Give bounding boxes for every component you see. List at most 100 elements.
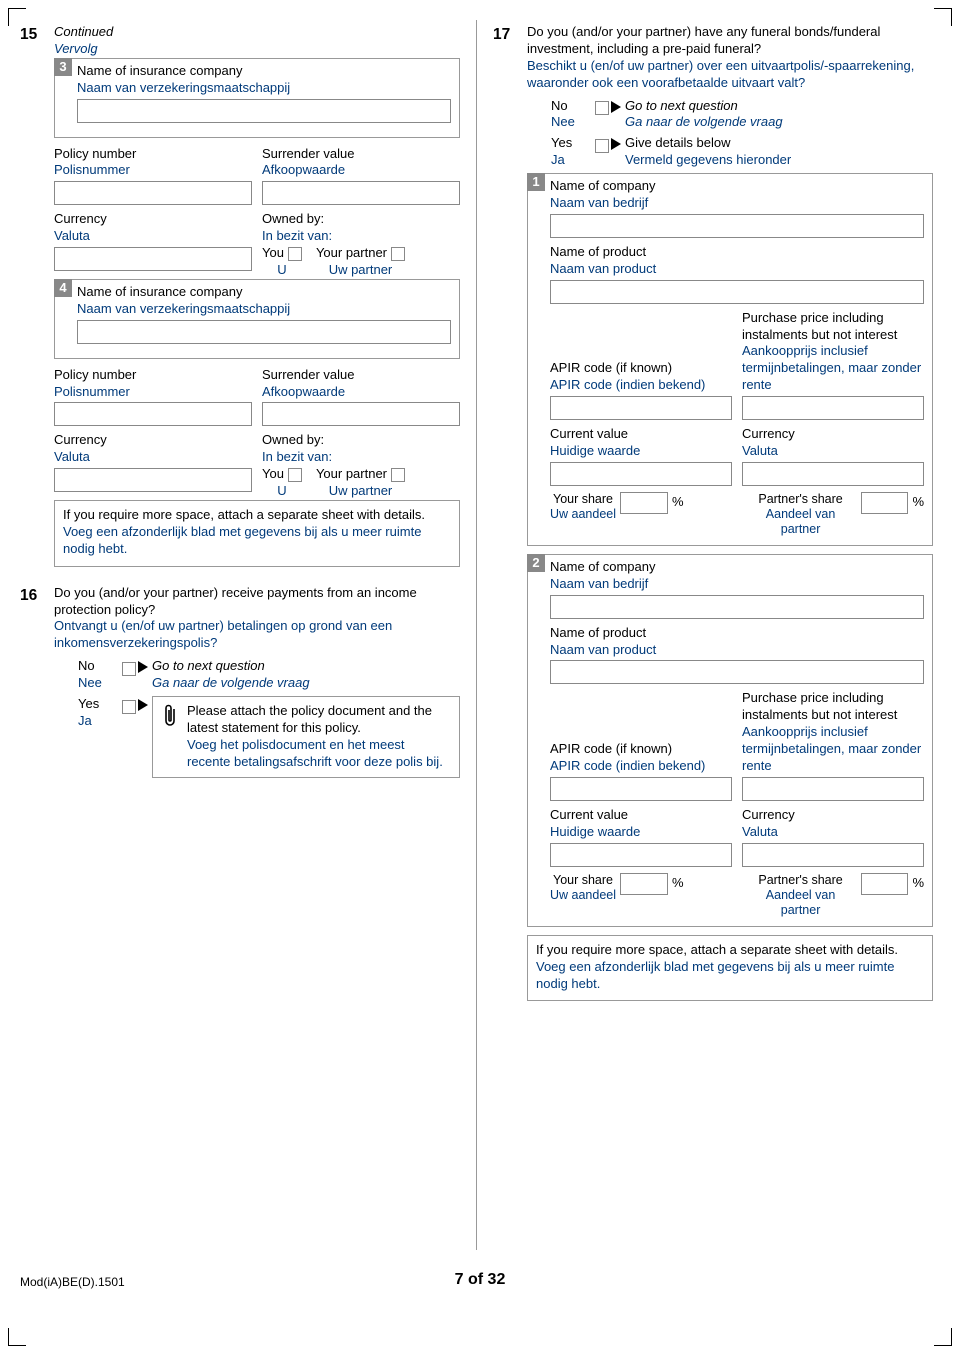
policy-input-4[interactable] xyxy=(54,402,252,426)
apir-input-1[interactable] xyxy=(550,396,732,420)
currency4-label-en: Currency xyxy=(54,432,252,449)
q17-no-action-nl: Ga naar de volgende vraag xyxy=(625,114,933,131)
you4-nl: U xyxy=(277,483,286,500)
policy-label-nl: Polisnummer xyxy=(54,162,252,179)
arrow-icon xyxy=(611,101,625,113)
q17-no-nl: Nee xyxy=(551,114,591,131)
policy-label-en: Policy number xyxy=(54,146,252,163)
currency-input-17-1[interactable] xyxy=(742,462,924,486)
yourshare-input-1[interactable] xyxy=(620,492,668,514)
curr17-nl: Valuta xyxy=(742,443,924,460)
insco-input-4[interactable] xyxy=(77,320,451,344)
surrender-label-nl: Afkoopwaarde xyxy=(262,162,460,179)
crop-mark-br xyxy=(934,1328,952,1346)
curval-input-1[interactable] xyxy=(550,462,732,486)
q15-number: 15 xyxy=(20,24,54,575)
pct-label: % xyxy=(912,873,924,892)
partnershare-nl: Aandeel van partner xyxy=(744,507,856,537)
insco-label-nl: Naam van verzekeringsmaatschappij xyxy=(77,80,451,97)
q16-no-checkbox[interactable] xyxy=(122,662,136,676)
apir2-nl: APIR code (indien bekend) xyxy=(550,758,732,775)
chk-partner-4[interactable] xyxy=(391,468,405,482)
partnershare-input-2[interactable] xyxy=(861,873,909,895)
currency-input-4[interactable] xyxy=(54,468,252,492)
chk-you-3[interactable] xyxy=(288,247,302,261)
arrow-icon xyxy=(611,138,625,150)
column-divider xyxy=(476,20,477,1250)
product2-en: Name of product xyxy=(550,625,924,642)
yourshare-nl: Uw aandeel xyxy=(550,507,616,522)
curval-nl: Huidige waarde xyxy=(550,443,732,460)
insco4-label-nl: Naam van verzekeringsmaatschappij xyxy=(77,301,451,318)
partner4-nl: Uw partner xyxy=(329,483,393,500)
yourshare-input-2[interactable] xyxy=(620,873,668,895)
partner-en: Your partner xyxy=(316,245,387,260)
attach-box: Please attach the policy document and th… xyxy=(152,696,460,778)
crop-mark-tl xyxy=(8,8,26,26)
partnershare-input-1[interactable] xyxy=(861,492,909,514)
q17-no-en: No xyxy=(551,98,591,115)
ownedby4-label-en: Owned by: xyxy=(262,432,460,449)
yourshare-en: Your share xyxy=(550,492,616,507)
price2-nl: Aankoopprijs inclusief termijnbetalingen… xyxy=(742,724,924,775)
surrender-input-3[interactable] xyxy=(262,181,460,205)
q17-more-note: If you require more space, attach a sepa… xyxy=(527,935,933,1002)
currency-input-3[interactable] xyxy=(54,247,252,271)
q17-number: 17 xyxy=(493,24,527,1009)
curval-input-2[interactable] xyxy=(550,843,732,867)
q17-question-nl: Beschikt u (en/of uw partner) over een u… xyxy=(527,58,933,92)
product2-nl: Naam van product xyxy=(550,642,924,659)
q15-more-nl: Voeg een afzonderlijk blad met gegevens … xyxy=(63,524,451,558)
q16-no-nl: Nee xyxy=(78,675,118,692)
price-input-1[interactable] xyxy=(742,396,924,420)
currency-label-nl: Valuta xyxy=(54,228,252,245)
partnershare-en: Partner's share xyxy=(744,492,856,507)
price-input-2[interactable] xyxy=(742,777,924,801)
q17-more-en: If you require more space, attach a sepa… xyxy=(536,942,924,959)
yourshare2-en: Your share xyxy=(550,873,616,888)
you-en: You xyxy=(262,245,284,260)
curval-en: Current value xyxy=(550,426,732,443)
q17-no-checkbox[interactable] xyxy=(595,101,609,115)
company-input-1[interactable] xyxy=(550,214,924,238)
surrender-input-4[interactable] xyxy=(262,402,460,426)
currency-input-17-2[interactable] xyxy=(742,843,924,867)
product-input-1[interactable] xyxy=(550,280,924,304)
ownedby-label-en: Owned by: xyxy=(262,211,460,228)
company2-en: Name of company xyxy=(550,559,924,576)
product-input-2[interactable] xyxy=(550,660,924,684)
policy-input-3[interactable] xyxy=(54,181,252,205)
curr17b-en: Currency xyxy=(742,807,924,824)
q17-question-en: Do you (and/or your partner) have any fu… xyxy=(527,24,933,58)
form-id: Mod(iA)BE(D).1501 xyxy=(20,1275,327,1291)
q17-block1: 1 Name of company Naam van bedrijf Name … xyxy=(527,173,933,546)
price-en: Purchase price including instalments but… xyxy=(742,310,924,344)
chk-you-4[interactable] xyxy=(288,468,302,482)
currency-label-en: Currency xyxy=(54,211,252,228)
q17-no-action-en: Go to next question xyxy=(625,98,933,115)
currency4-label-nl: Valuta xyxy=(54,449,252,466)
ownedby-label-nl: In bezit van: xyxy=(262,228,460,245)
page-number: 7 of 32 xyxy=(327,1270,634,1291)
q16-no-action-en: Go to next question xyxy=(152,658,460,675)
q16-yes-checkbox[interactable] xyxy=(122,700,136,714)
insco-input-3[interactable] xyxy=(77,99,451,123)
price2-en: Purchase price including instalments but… xyxy=(742,690,924,724)
insco-label-en: Name of insurance company xyxy=(77,63,451,80)
q16-yes-nl: Ja xyxy=(78,713,118,730)
you-nl: U xyxy=(277,262,286,279)
q17-yes-nl: Ja xyxy=(551,152,591,169)
company-input-2[interactable] xyxy=(550,595,924,619)
apir-input-2[interactable] xyxy=(550,777,732,801)
chk-partner-3[interactable] xyxy=(391,247,405,261)
q16-question-en: Do you (and/or your partner) receive pay… xyxy=(54,585,460,619)
arrow-icon xyxy=(138,661,152,673)
q17-block2: 2 Name of company Naam van bedrijf Name … xyxy=(527,554,933,927)
yourshare2-nl: Uw aandeel xyxy=(550,888,616,903)
q15-more-note: If you require more space, attach a sepa… xyxy=(54,500,460,567)
q15-block4: 4 Name of insurance company Naam van ver… xyxy=(54,279,460,359)
curval2-en: Current value xyxy=(550,807,732,824)
pct-label: % xyxy=(672,873,684,892)
product-nl: Naam van product xyxy=(550,261,924,278)
q17-yes-checkbox[interactable] xyxy=(595,139,609,153)
